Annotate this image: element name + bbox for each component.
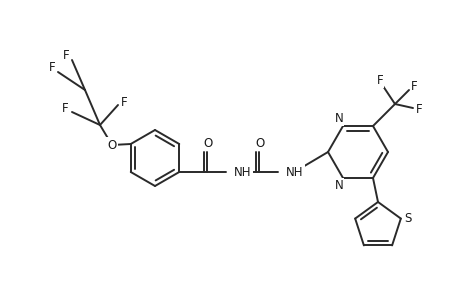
Text: F: F	[120, 95, 127, 109]
Text: S: S	[403, 212, 411, 225]
Text: F: F	[376, 74, 382, 86]
Text: NH: NH	[285, 166, 303, 178]
Text: F: F	[49, 61, 55, 74]
Text: O: O	[255, 136, 264, 149]
Text: NH: NH	[234, 166, 251, 178]
Text: O: O	[203, 136, 213, 149]
Text: N: N	[334, 179, 342, 193]
Text: F: F	[415, 103, 421, 116]
Text: F: F	[62, 49, 69, 62]
Text: F: F	[62, 101, 68, 115]
Text: O: O	[107, 139, 117, 152]
Text: F: F	[410, 80, 416, 92]
Text: N: N	[334, 112, 342, 124]
